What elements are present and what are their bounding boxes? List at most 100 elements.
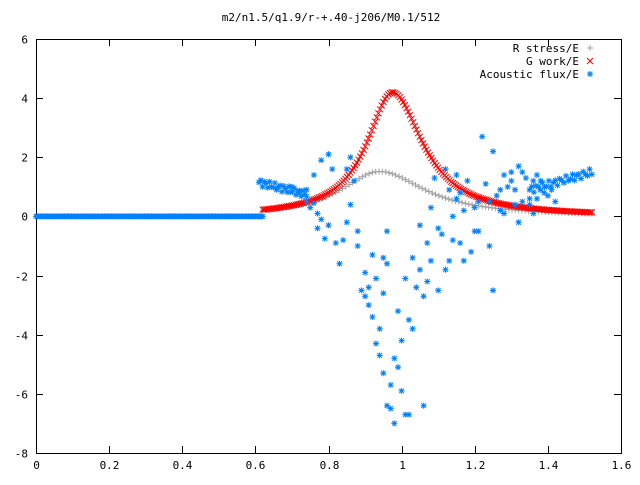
star-marker	[474, 198, 482, 206]
y-tick-label: -4	[15, 330, 29, 343]
star-marker	[328, 165, 336, 173]
star-marker	[536, 186, 544, 194]
star-marker	[526, 201, 534, 209]
star-marker	[533, 195, 541, 203]
star-marker	[511, 201, 519, 209]
star-marker	[496, 186, 504, 194]
star-marker	[376, 325, 384, 333]
chart-title: m2/n1.5/q1.9/r-+.40-j206/M0.1/512	[222, 11, 441, 24]
star-marker	[343, 218, 351, 226]
star-marker	[529, 210, 537, 217]
star-marker	[310, 171, 318, 179]
y-tick-label: 4	[21, 93, 28, 106]
y-tick-label: 2	[21, 152, 28, 165]
star-marker	[515, 162, 523, 170]
star-marker	[365, 283, 373, 291]
plus-marker	[435, 192, 443, 200]
star-marker	[401, 275, 409, 282]
plus-marker	[365, 170, 373, 178]
star-marker	[529, 177, 537, 185]
star-marker	[434, 286, 442, 294]
star-marker	[554, 181, 561, 189]
star-marker	[354, 242, 362, 250]
star-marker	[336, 260, 343, 268]
star-marker	[365, 301, 373, 309]
star-marker	[379, 254, 387, 262]
legend-label: G work/E	[526, 55, 579, 68]
star-marker	[474, 227, 482, 235]
star-marker	[569, 170, 576, 178]
star-marker	[325, 150, 332, 158]
star-marker	[398, 387, 406, 395]
x-tick-label: 0	[33, 459, 40, 472]
x-tick-label: 1.2	[466, 459, 486, 472]
legend-marker	[586, 57, 594, 65]
star-marker	[588, 170, 596, 178]
star-marker	[343, 165, 351, 173]
plus-marker	[445, 195, 453, 203]
star-marker	[442, 266, 449, 274]
star-marker	[522, 174, 530, 182]
star-marker	[390, 354, 398, 362]
star-marker	[463, 177, 471, 185]
star-marker	[442, 165, 449, 173]
star-marker	[511, 186, 519, 194]
star-marker	[427, 257, 435, 265]
star-marker	[394, 363, 402, 371]
star-marker	[485, 242, 493, 250]
plus-marker	[428, 189, 436, 197]
star-marker	[584, 172, 591, 180]
star-marker	[361, 292, 369, 300]
star-marker	[449, 236, 457, 244]
star-marker	[489, 147, 497, 155]
legend-swatch	[586, 57, 594, 65]
star-marker	[500, 171, 508, 179]
star-marker	[376, 351, 384, 359]
star-marker	[482, 180, 490, 188]
star-marker	[303, 186, 311, 194]
star-marker	[306, 204, 314, 212]
star-marker	[273, 184, 281, 192]
star-marker	[383, 227, 391, 235]
star-marker	[478, 133, 486, 141]
x-tick-label: 0.6	[246, 459, 266, 472]
star-marker	[489, 286, 497, 294]
star-marker	[507, 168, 515, 176]
star-marker	[368, 251, 376, 259]
star-marker	[445, 257, 453, 265]
star-marker	[586, 165, 594, 173]
star-marker	[456, 239, 464, 247]
star-marker	[288, 183, 296, 191]
axis-ticks: 0 0.2 0.4 0.6 0.8 1 1.2 1.4 1.6 6 4 2 0 -2 -4 -6 -8	[15, 34, 632, 473]
star-marker	[431, 174, 438, 182]
plus-marker	[465, 200, 473, 208]
legend-marker	[586, 70, 594, 78]
x-tick-label: 0.4	[173, 459, 193, 472]
star-marker	[409, 254, 417, 262]
legend-swatch	[586, 44, 594, 52]
star-marker	[471, 204, 479, 212]
star-marker	[416, 266, 424, 274]
star-marker	[438, 230, 446, 238]
star-marker	[526, 195, 534, 203]
star-marker	[387, 405, 395, 413]
star-marker	[303, 198, 311, 206]
star-marker	[528, 183, 536, 191]
star-marker	[540, 189, 548, 197]
star-marker	[485, 198, 493, 206]
plus-marker	[392, 171, 400, 179]
series-2	[32, 133, 596, 427]
star-marker	[354, 227, 362, 235]
x-tick-label: 1.6	[612, 459, 632, 472]
plus-marker	[382, 168, 390, 176]
plus-marker	[442, 194, 449, 202]
star-marker	[314, 224, 321, 232]
star-marker	[416, 221, 424, 229]
star-marker	[372, 275, 380, 282]
star-marker	[507, 177, 515, 185]
star-marker	[398, 337, 406, 345]
star-marker	[372, 340, 380, 348]
